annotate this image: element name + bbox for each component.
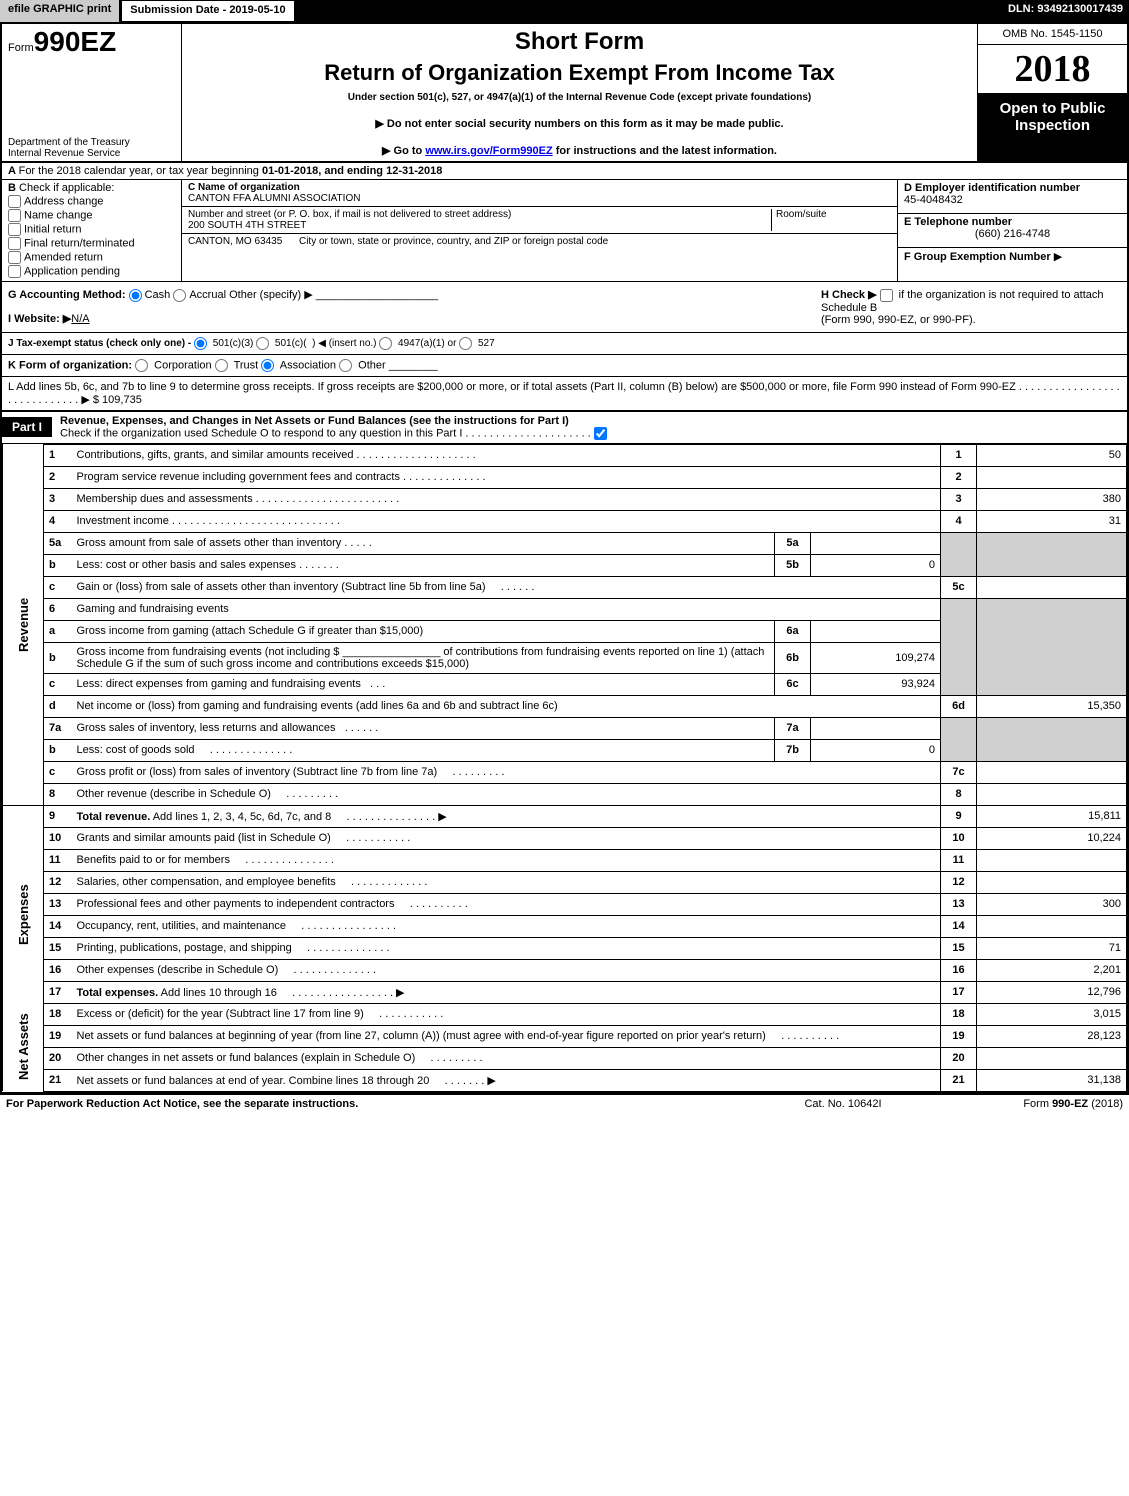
box-c: C Name of organization CANTON FFA ALUMNI…: [182, 180, 897, 281]
return-title: Return of Organization Exempt From Incom…: [192, 60, 967, 86]
radio-501c3[interactable]: [194, 337, 207, 350]
radio-corporation[interactable]: [135, 359, 148, 372]
revenue-side-label: Revenue: [3, 444, 44, 805]
line5a-val: [811, 532, 941, 554]
room-suite-label: Room/suite: [771, 209, 891, 231]
dln: DLN: 93492130017439: [1002, 0, 1129, 22]
line3-val: 380: [977, 488, 1127, 510]
line7b-val: 0: [811, 739, 941, 761]
line-i: I Website: ▶N/A: [8, 312, 821, 325]
chk-amended-return[interactable]: [8, 251, 21, 264]
radio-accrual[interactable]: [173, 289, 186, 302]
line7c-val: [977, 761, 1127, 783]
top-bar: efile GRAPHIC print Submission Date - 20…: [0, 0, 1129, 22]
footer: For Paperwork Reduction Act Notice, see …: [0, 1094, 1129, 1113]
line16-val: 2,201: [977, 959, 1127, 981]
line10-val: 10,224: [977, 827, 1127, 849]
chk-application-pending[interactable]: [8, 265, 21, 278]
ssn-note: ▶ Do not enter social security numbers o…: [192, 117, 967, 130]
radio-501c[interactable]: [256, 337, 269, 350]
irs-link[interactable]: www.irs.gov/Form990EZ: [425, 145, 552, 157]
part1-header: Part I Revenue, Expenses, and Changes in…: [2, 412, 1127, 444]
radio-association[interactable]: [261, 359, 274, 372]
line6c-val: 93,924: [811, 673, 941, 695]
line8-val: [977, 783, 1127, 805]
form-ref: Form 990-EZ (2018): [943, 1098, 1123, 1110]
expenses-side-label: Expenses: [3, 827, 44, 1003]
chk-final-return[interactable]: [8, 237, 21, 250]
line-k: K Form of organization: Corporation Trus…: [2, 355, 1127, 377]
paperwork-notice: For Paperwork Reduction Act Notice, see …: [6, 1098, 743, 1110]
line-g: G Accounting Method: Cash Accrual Other …: [8, 288, 821, 302]
line11-val: [977, 849, 1127, 871]
form-number: 990EZ: [34, 26, 117, 57]
line5b-val: 0: [811, 554, 941, 576]
chk-address-change[interactable]: [8, 195, 21, 208]
line6b-val: 109,274: [811, 642, 941, 673]
chk-name-change[interactable]: [8, 209, 21, 222]
cat-no: Cat. No. 10642I: [743, 1098, 943, 1110]
org-city: CANTON, MO 63435: [188, 236, 282, 247]
form-label: Form: [8, 42, 34, 54]
line7a-val: [811, 717, 941, 739]
short-form-title: Short Form: [192, 28, 967, 56]
submission-date: Submission Date - 2019-05-10: [121, 0, 294, 22]
net-assets-side-label: Net Assets: [3, 1003, 44, 1091]
line15-val: 71: [977, 937, 1127, 959]
chk-schedule-o[interactable]: [594, 427, 607, 440]
radio-4947[interactable]: [379, 337, 392, 350]
box-b: B Check if applicable: Address change Na…: [2, 180, 182, 281]
box-f: F Group Exemption Number ▶: [898, 248, 1127, 281]
goto-note: ▶ Go to www.irs.gov/Form990EZ for instru…: [192, 144, 967, 157]
dept-irs: Internal Revenue Service: [8, 148, 175, 159]
ein: 45-4048432: [904, 194, 1121, 206]
efile-print-button[interactable]: efile GRAPHIC print: [0, 0, 121, 22]
line1-val: 50: [977, 444, 1127, 466]
org-name: CANTON FFA ALUMNI ASSOCIATION: [188, 193, 891, 204]
dept-treasury: Department of the Treasury: [8, 137, 175, 148]
omb-number: OMB No. 1545-1150: [978, 24, 1127, 45]
line6a-val: [811, 620, 941, 642]
open-to-public: Open to PublicInspection: [978, 94, 1127, 161]
line9-val: 15,811: [977, 805, 1127, 827]
line18-val: 3,015: [977, 1003, 1127, 1025]
radio-cash[interactable]: [129, 289, 142, 302]
tax-year: 2018: [978, 45, 1127, 94]
line-h: H Check ▶ if the organization is not req…: [821, 288, 1121, 326]
line-a: A For the 2018 calendar year, or tax yea…: [2, 163, 1127, 180]
radio-other[interactable]: [339, 359, 352, 372]
box-d: D Employer identification number 45-4048…: [898, 180, 1127, 214]
line-l: L Add lines 5b, 6c, and 7b to line 9 to …: [2, 377, 1127, 412]
chk-initial-return[interactable]: [8, 223, 21, 236]
line13-val: 300: [977, 893, 1127, 915]
line4-val: 31: [977, 510, 1127, 532]
line17-val: 12,796: [977, 981, 1127, 1003]
under-section: Under section 501(c), 527, or 4947(a)(1)…: [192, 92, 967, 103]
box-e: E Telephone number (660) 216-4748: [898, 214, 1127, 248]
line19-val: 28,123: [977, 1025, 1127, 1047]
chk-schedule-b[interactable]: [880, 289, 893, 302]
line12-val: [977, 871, 1127, 893]
line5c-val: [977, 576, 1127, 598]
radio-trust[interactable]: [215, 359, 228, 372]
line21-val: 31,138: [977, 1069, 1127, 1091]
form-header: Form990EZ Department of the Treasury Int…: [2, 24, 1127, 163]
line2-val: [977, 466, 1127, 488]
line6d-val: 15,350: [977, 695, 1127, 717]
line14-val: [977, 915, 1127, 937]
radio-527[interactable]: [459, 337, 472, 350]
website: N/A: [71, 313, 89, 325]
gross-receipts: ▶ $ 109,735: [81, 394, 141, 406]
line-j: J Tax-exempt status (check only one) - 5…: [2, 333, 1127, 355]
part1-table: Revenue 1Contributions, gifts, grants, a…: [2, 444, 1127, 1092]
org-street: 200 SOUTH 4TH STREET: [188, 220, 771, 231]
telephone: (660) 216-4748: [904, 228, 1121, 240]
line20-val: [977, 1047, 1127, 1069]
